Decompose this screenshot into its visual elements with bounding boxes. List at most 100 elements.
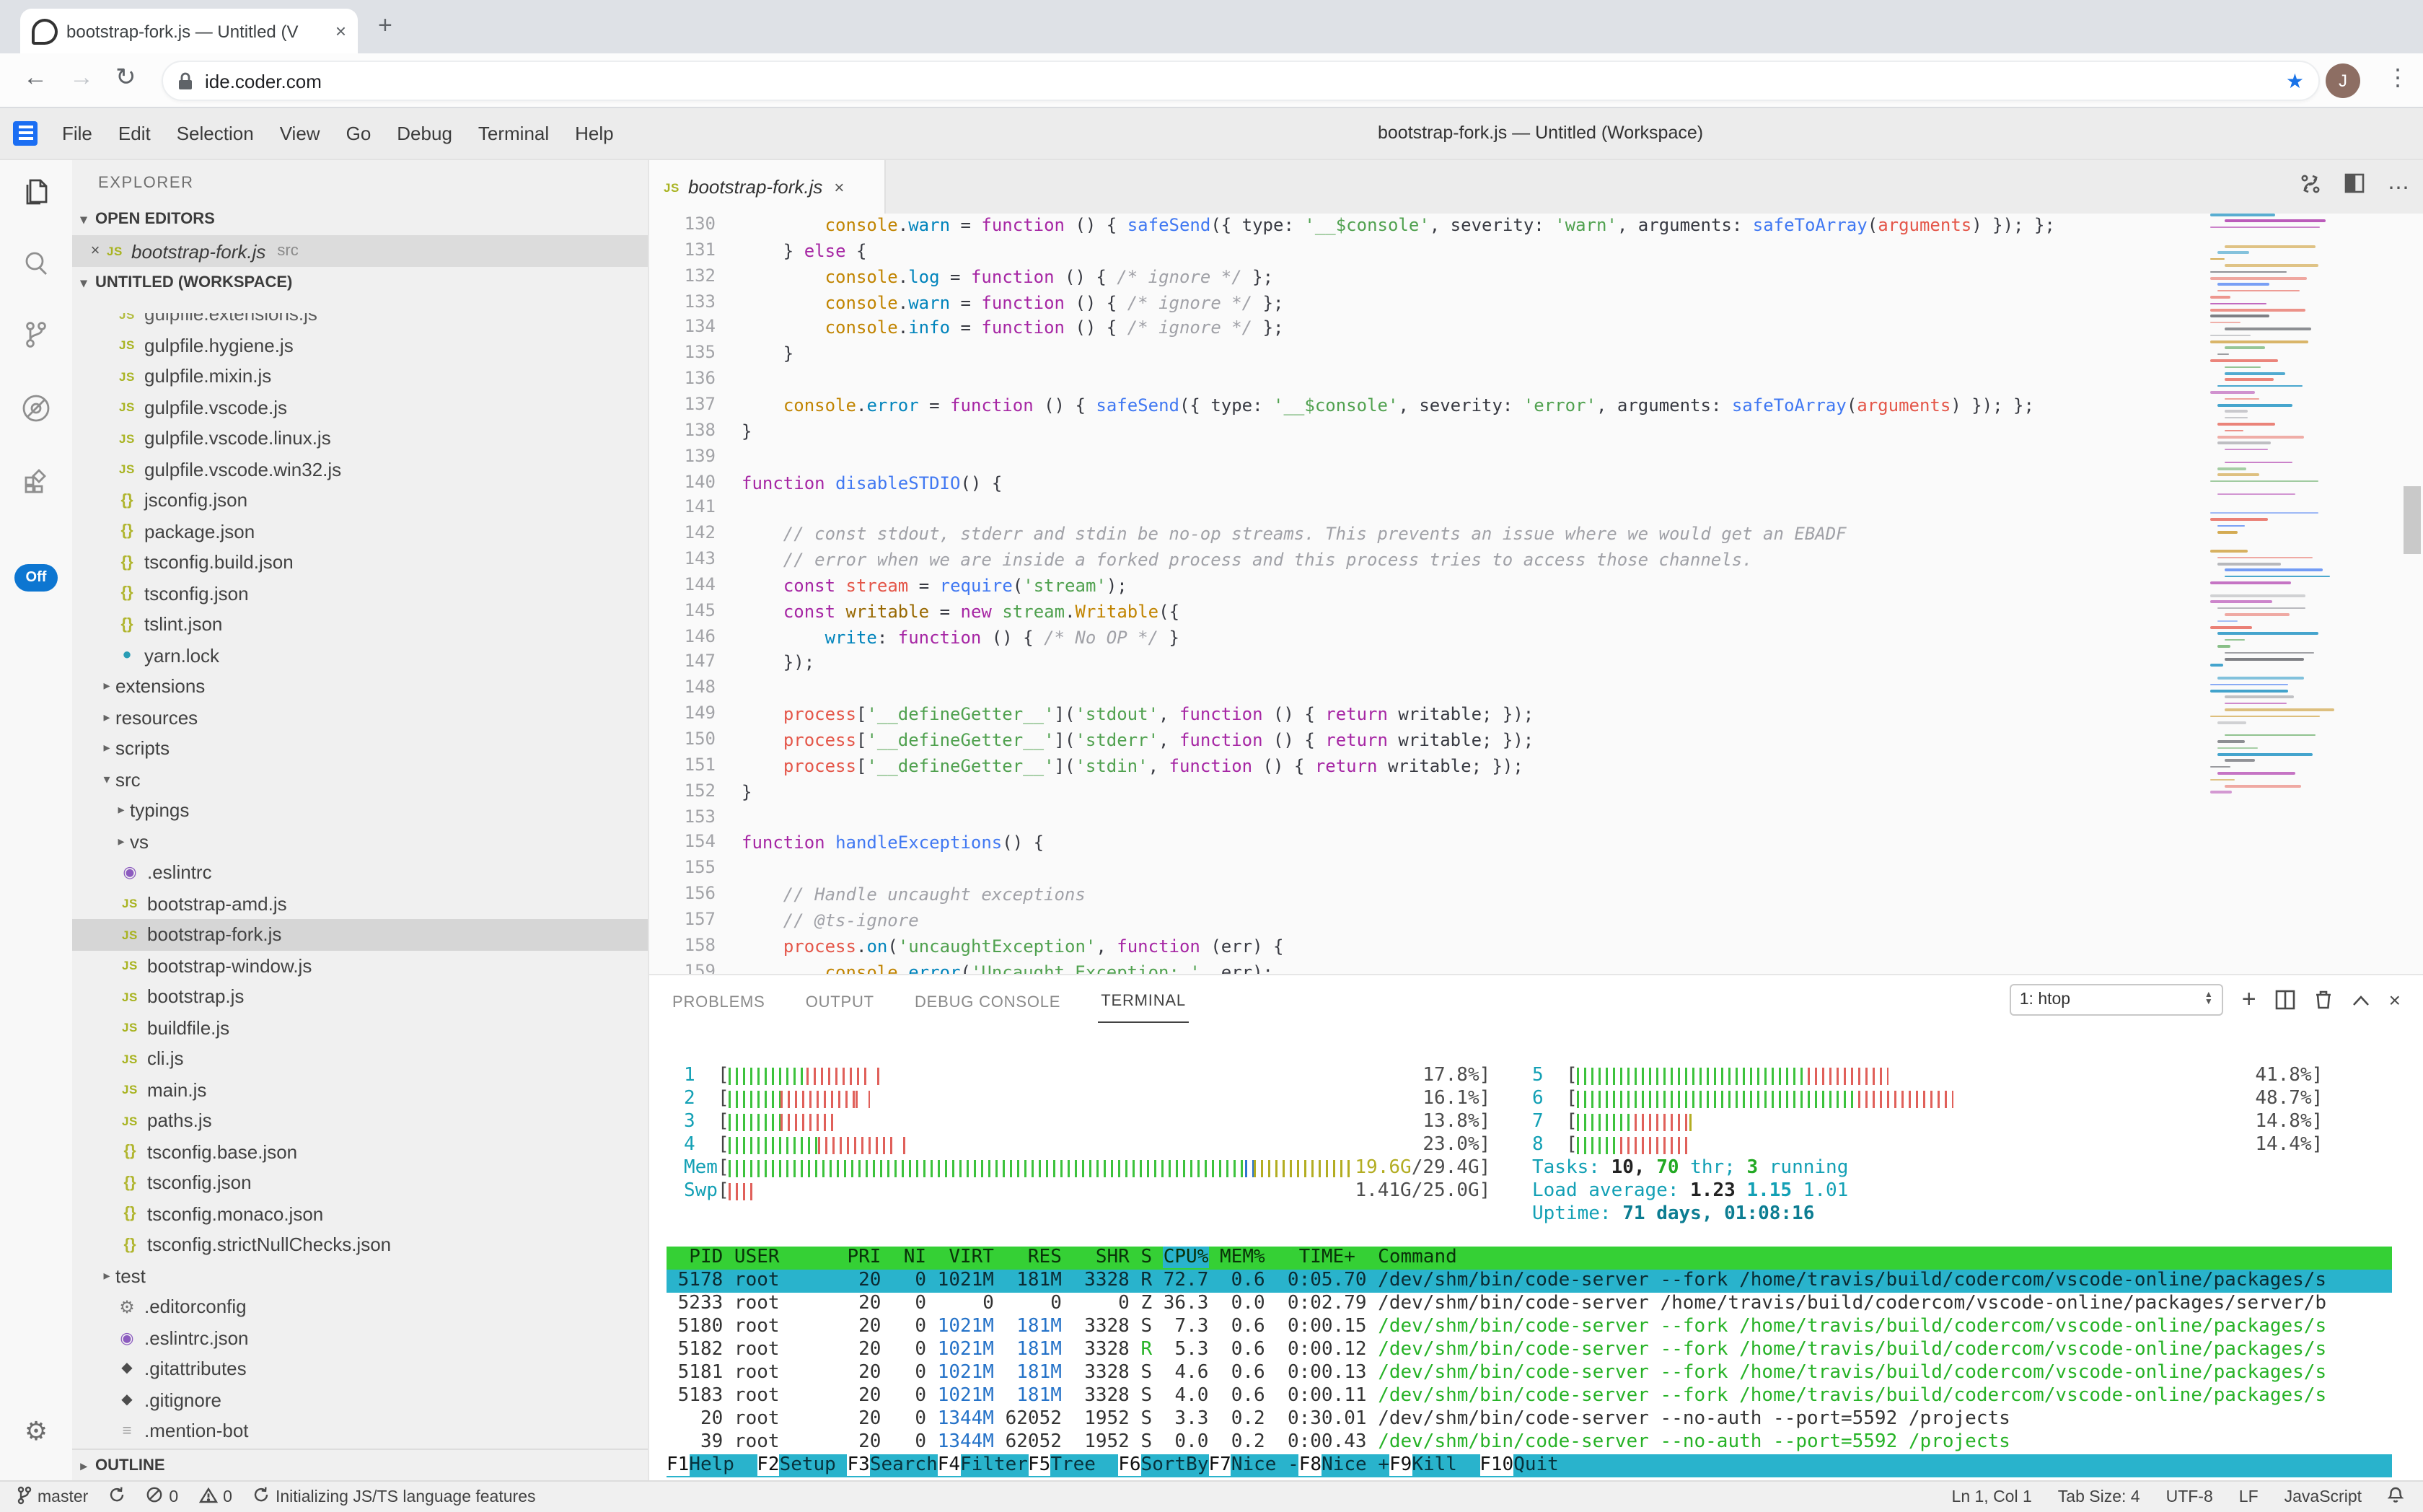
editor-scrollbar[interactable] bbox=[2404, 486, 2421, 554]
file-tree-item[interactable]: ◆ .gitattributes bbox=[72, 1353, 648, 1384]
menu-item-help[interactable]: Help bbox=[575, 123, 614, 144]
file-tree-item[interactable]: JS cli.js bbox=[72, 1043, 648, 1074]
file-tree-item[interactable]: JS buildfile.js bbox=[72, 1012, 648, 1043]
more-actions-icon[interactable]: ⋯ bbox=[2388, 175, 2409, 200]
back-icon[interactable]: ← bbox=[23, 63, 48, 91]
menu-item-edit[interactable]: Edit bbox=[118, 123, 151, 144]
files-icon[interactable] bbox=[0, 163, 72, 221]
file-tree-item[interactable]: JS bootstrap-amd.js bbox=[72, 888, 648, 919]
file-tree-item[interactable]: ▸ resources bbox=[72, 702, 648, 733]
code-editor[interactable]: 130 console.warn = function () { safeSen… bbox=[649, 214, 2423, 974]
htop-table-header[interactable]: PID USER PRI NI VIRT RES SHR S CPU% MEM%… bbox=[667, 1247, 2392, 1270]
file-tree-item[interactable]: {} tsconfig.strictNullChecks.json bbox=[72, 1229, 648, 1260]
status-item-warning[interactable]: 0 bbox=[198, 1486, 232, 1507]
panel-tab-output[interactable]: OUTPUT bbox=[805, 993, 874, 1011]
maximize-panel-icon[interactable] bbox=[2352, 993, 2370, 1006]
source-control-icon[interactable] bbox=[0, 306, 72, 364]
browser-menu-icon[interactable]: ⋮ bbox=[2386, 66, 2409, 91]
status-item-tab-size-4[interactable]: Tab Size: 4 bbox=[2057, 1488, 2140, 1506]
file-tree-item[interactable]: {} jsconfig.json bbox=[72, 485, 648, 516]
file-tree-item[interactable]: {} tslint.json bbox=[72, 609, 648, 640]
coder-logo-icon[interactable] bbox=[13, 121, 38, 146]
status-item-sync[interactable] bbox=[108, 1486, 126, 1508]
tab-close-icon[interactable]: × bbox=[834, 177, 845, 197]
htop-process-row[interactable]: 5233 root 20 0 0 0 0 Z 36.3 0.0 0:02.79 … bbox=[667, 1293, 2327, 1314]
file-tree-item[interactable]: {} package.json bbox=[72, 516, 648, 547]
file-tree-item[interactable]: JS gulpfile.mixin.js bbox=[72, 361, 648, 392]
bookmark-star-icon[interactable]: ★ bbox=[2285, 69, 2304, 92]
settings-gear-icon[interactable]: ⚙ bbox=[24, 1417, 48, 1446]
status-item-error[interactable]: 0 bbox=[146, 1486, 178, 1508]
file-tree-item[interactable]: ● yarn.lock bbox=[72, 640, 648, 671]
open-changes-icon[interactable] bbox=[2300, 172, 2321, 201]
file-tree-item[interactable]: JS gulpfile.vscode.win32.js bbox=[72, 454, 648, 485]
file-tree-item[interactable]: JS gulpfile.extensions.js bbox=[72, 313, 648, 330]
open-editor-item[interactable]: × JS bootstrap-fork.js src bbox=[72, 235, 648, 267]
file-tree-item[interactable]: JS main.js bbox=[72, 1074, 648, 1105]
panel-tab-debug-console[interactable]: DEBUG CONSOLE bbox=[914, 993, 1061, 1011]
htop-process-row[interactable]: 5183 root 20 0 1021M 181M 3328 S 4.0 0.6… bbox=[667, 1385, 2327, 1407]
file-tree-item[interactable]: ◆ .gitignore bbox=[72, 1384, 648, 1415]
htop-process-row[interactable]: 5178 root 20 0 1021M 181M 3328 R 72.7 0.… bbox=[667, 1270, 2392, 1293]
browser-tab[interactable]: bootstrap-fork.js — Untitled (V × bbox=[20, 9, 358, 53]
new-terminal-icon[interactable]: + bbox=[2241, 985, 2256, 1013]
new-tab-button[interactable]: + bbox=[378, 12, 392, 39]
workspace-header[interactable]: ▾ UNTITLED (WORKSPACE) bbox=[72, 267, 648, 299]
file-tree-item[interactable]: ≡ .mention-bot bbox=[72, 1415, 648, 1446]
file-tree-item[interactable]: ▸ vs bbox=[72, 826, 648, 857]
menu-item-go[interactable]: Go bbox=[346, 123, 371, 144]
file-tree-item[interactable]: JS gulpfile.vscode.js bbox=[72, 392, 648, 423]
split-terminal-icon[interactable] bbox=[2275, 990, 2295, 1010]
file-tree-item[interactable]: ▸ test bbox=[72, 1260, 648, 1291]
extensions-icon[interactable] bbox=[0, 452, 72, 509]
file-tree-item[interactable]: JS bootstrap.js bbox=[72, 981, 648, 1012]
file-tree-item[interactable]: JS paths.js bbox=[72, 1105, 648, 1136]
file-tree-item[interactable]: {} tsconfig.json bbox=[72, 1167, 648, 1198]
reload-icon[interactable]: ↻ bbox=[115, 63, 136, 91]
close-panel-icon[interactable]: × bbox=[2388, 988, 2401, 1011]
file-tree-item[interactable]: {} tsconfig.base.json bbox=[72, 1136, 648, 1167]
search-icon[interactable] bbox=[0, 235, 72, 293]
file-tree-item[interactable]: ◉ .eslintrc.json bbox=[72, 1322, 648, 1353]
file-tree-item[interactable]: JS bootstrap-fork.js bbox=[72, 919, 648, 950]
status-badge[interactable]: Off bbox=[14, 564, 58, 592]
panel-tab-problems[interactable]: PROBLEMS bbox=[672, 993, 765, 1011]
status-item-bell[interactable] bbox=[2387, 1486, 2404, 1508]
file-tree-item[interactable]: ◉ .eslintrc bbox=[72, 857, 648, 888]
terminal[interactable]: 1 [17.8%] 2 [16.1%] 3 [13.8%] 4 [23.0%] Mem[… bbox=[649, 1024, 2423, 1480]
file-tree-item[interactable]: ▸ typings bbox=[72, 795, 648, 826]
terminal-select[interactable]: 1: htop ▲ ▼ bbox=[2009, 984, 2223, 1016]
debug-disabled-icon[interactable] bbox=[0, 379, 72, 437]
status-item-lf[interactable]: LF bbox=[2238, 1488, 2259, 1506]
file-tree-item[interactable]: ▸ extensions bbox=[72, 671, 648, 702]
menu-item-file[interactable]: File bbox=[62, 123, 92, 144]
address-bar[interactable]: ide.coder.com ★ bbox=[162, 61, 2320, 101]
file-tree-item[interactable]: JS gulpfile.vscode.linux.js bbox=[72, 423, 648, 454]
file-tree-item[interactable]: ▸ scripts bbox=[72, 733, 648, 764]
split-editor-icon[interactable] bbox=[2344, 173, 2365, 201]
status-item-sync[interactable]: Initializing JS/TS language features bbox=[252, 1486, 536, 1508]
file-tree-item[interactable]: JS gulpfile.hygiene.js bbox=[72, 330, 648, 361]
file-tree-item[interactable]: {} tsconfig.build.json bbox=[72, 547, 648, 578]
forward-icon[interactable]: → bbox=[69, 63, 94, 91]
open-editors-header[interactable]: ▾ OPEN EDITORS bbox=[72, 203, 648, 235]
file-tree-item[interactable]: {} tsconfig.json bbox=[72, 578, 648, 609]
status-item-utf-8[interactable]: UTF-8 bbox=[2165, 1488, 2213, 1506]
menu-item-selection[interactable]: Selection bbox=[176, 123, 254, 144]
htop-process-row[interactable]: 5180 root 20 0 1021M 181M 3328 S 7.3 0.6… bbox=[667, 1316, 2327, 1337]
file-tree-item[interactable]: JS bootstrap-window.js bbox=[72, 950, 648, 981]
kill-terminal-icon[interactable] bbox=[2314, 990, 2333, 1010]
htop-process-row[interactable]: 5182 root 20 0 1021M 181M 3328 R 5.3 0.6… bbox=[667, 1339, 2327, 1361]
outline-section[interactable]: ▸ OUTLINE bbox=[72, 1449, 648, 1480]
tab-close-icon[interactable]: × bbox=[335, 20, 346, 42]
htop-process-row[interactable]: 39 root 20 0 1344M 62052 1952 S 0.0 0.2 … bbox=[667, 1431, 2010, 1453]
menu-item-terminal[interactable]: Terminal bbox=[478, 123, 550, 144]
minimap[interactable] bbox=[2207, 214, 2375, 819]
htop-process-row[interactable]: 20 root 20 0 1344M 62052 1952 S 3.3 0.2 … bbox=[667, 1408, 2010, 1430]
htop-process-row[interactable]: 5181 root 20 0 1021M 181M 3328 S 4.6 0.6… bbox=[667, 1362, 2327, 1384]
file-tree-item[interactable]: ▾ src bbox=[72, 764, 648, 795]
file-tree-item[interactable]: {} tsconfig.monaco.json bbox=[72, 1198, 648, 1229]
browser-avatar[interactable]: J bbox=[2326, 63, 2360, 98]
panel-tab-terminal[interactable]: TERMINAL bbox=[1098, 978, 1189, 1023]
file-tree-item[interactable]: ⚙ .editorconfig bbox=[72, 1291, 648, 1322]
